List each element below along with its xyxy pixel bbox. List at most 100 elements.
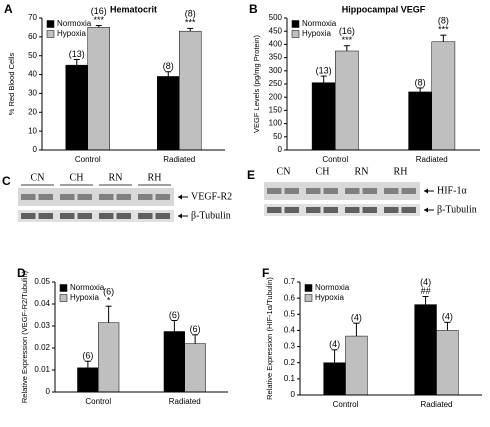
legend-swatch <box>291 20 300 28</box>
y-tick-label: 0 <box>291 390 296 399</box>
blot-band <box>60 213 75 219</box>
legend-swatch <box>46 20 55 28</box>
legend-label: Hypoxia <box>302 29 331 38</box>
bar-annotation: (4) <box>329 339 340 349</box>
bar-annotation: *** <box>185 18 196 28</box>
row-label: VEGF-R2 <box>191 191 232 202</box>
error-bar <box>444 321 451 331</box>
legend-label: Hypoxia <box>70 293 99 302</box>
arrow-head <box>178 194 182 200</box>
blot-band <box>401 188 416 194</box>
legend-swatch <box>304 284 313 292</box>
blot-band <box>155 194 170 200</box>
bar <box>65 64 88 151</box>
bar-annotation: (13) <box>316 65 332 75</box>
bar <box>335 50 359 151</box>
lane-label: RH <box>148 172 162 183</box>
blot-band <box>323 207 338 213</box>
blot-band <box>155 213 170 219</box>
legend-swatch <box>46 30 55 38</box>
bar-annotation: (8) <box>163 61 174 71</box>
blot-band <box>21 194 36 200</box>
bar <box>179 30 202 151</box>
y-tick-label: 300 <box>269 66 283 75</box>
y-tick-label: 450 <box>269 26 283 35</box>
lane-label: RN <box>109 172 123 183</box>
x-tick-label: Radiated <box>163 155 195 164</box>
panel-letter: D <box>17 266 26 280</box>
y-tick-label: 50 <box>273 132 282 141</box>
y-tick-label: 60 <box>28 32 37 41</box>
arrow-head <box>424 207 428 213</box>
bar-annotation: (8) <box>415 77 426 87</box>
y-axis-label: VEGF Levels (pg/mg Protein) <box>252 35 261 133</box>
blot-band <box>116 213 131 219</box>
blot-band <box>284 188 299 194</box>
y-tick-label: 0.2 <box>284 358 296 367</box>
y-tick-label: 10 <box>28 126 37 135</box>
row-label: β-Tubulin <box>191 210 231 221</box>
bar-annotation: (4) <box>442 312 453 322</box>
bar-annotation: (6) <box>169 310 180 320</box>
blot-band <box>384 207 399 213</box>
blot-band <box>362 207 377 213</box>
y-tick-label: 0.1 <box>284 374 296 383</box>
legend-swatch <box>304 294 313 302</box>
lane-label: CN <box>277 166 291 177</box>
y-tick-label: 0 <box>33 145 38 154</box>
bar <box>345 335 368 396</box>
error-bar <box>171 320 178 332</box>
legend-label: Normoxia <box>70 283 105 292</box>
y-tick-label: 30 <box>28 89 37 98</box>
arrow-head <box>424 188 428 194</box>
legend-swatch <box>291 30 300 38</box>
y-tick-label: 350 <box>269 53 283 62</box>
bar-annotation: ## <box>421 286 431 296</box>
blot-strip <box>18 210 174 222</box>
row-label: β-Tubulin <box>437 204 477 215</box>
bar-annotation: *** <box>342 35 353 45</box>
bar <box>98 322 120 393</box>
lane-label: RN <box>355 166 369 177</box>
panel-letter: C <box>2 174 11 188</box>
blot-band <box>99 213 114 219</box>
y-axis-label: Relative Expression (HIF-1α/Tubulin) <box>265 277 274 400</box>
bar <box>323 362 346 396</box>
y-tick-label: 0 <box>46 387 51 396</box>
y-tick-label: 0.5 <box>284 309 296 318</box>
error-bar <box>105 305 112 323</box>
legend-label: Hypoxia <box>315 293 344 302</box>
x-tick-label: Control <box>85 397 111 406</box>
panel-letter: F <box>262 266 269 280</box>
x-tick-label: Radiated <box>416 155 448 164</box>
blot-band <box>21 213 36 219</box>
bar-annotation: (4) <box>420 277 431 287</box>
y-tick-label: 50 <box>28 51 37 60</box>
x-tick-label: Control <box>322 155 348 164</box>
y-tick-label: 0.7 <box>284 277 296 286</box>
y-tick-label: 100 <box>269 119 283 128</box>
bar <box>436 330 459 396</box>
error-bar <box>353 322 360 337</box>
lane-label: CH <box>70 172 84 183</box>
error-bar <box>73 58 80 66</box>
error-bar <box>95 25 102 28</box>
blot-band <box>267 207 282 213</box>
y-axis-label: % Red Blood Cells <box>7 52 16 115</box>
y-tick-label: 70 <box>28 13 37 22</box>
arrow-head <box>178 213 182 219</box>
y-tick-label: 0.04 <box>34 299 50 308</box>
error-bar <box>84 360 91 368</box>
blot-band <box>99 194 114 200</box>
x-tick-label: Radiated <box>169 397 201 406</box>
error-bar <box>187 27 194 32</box>
error-bar <box>417 87 424 92</box>
y-tick-label: 150 <box>269 106 283 115</box>
bar-annotation: (8) <box>185 9 196 19</box>
bar <box>77 367 99 393</box>
blot-band <box>116 194 131 200</box>
bar-annotation: * <box>107 296 111 306</box>
chart-title: Hippocampal VEGF <box>342 4 426 14</box>
bar <box>414 304 437 396</box>
